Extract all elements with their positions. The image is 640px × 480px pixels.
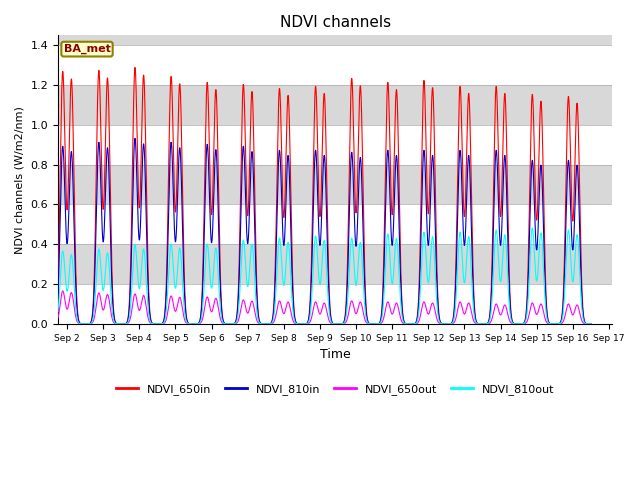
X-axis label: Time: Time	[320, 348, 351, 361]
Y-axis label: NDVI channels (W/m2/nm): NDVI channels (W/m2/nm)	[15, 106, 25, 253]
Bar	[58, 125, 612, 165]
Bar	[58, 204, 612, 244]
Title: NDVI channels: NDVI channels	[280, 15, 391, 30]
Bar	[58, 284, 612, 324]
Text: BA_met: BA_met	[63, 44, 111, 54]
Legend: NDVI_650in, NDVI_810in, NDVI_650out, NDVI_810out: NDVI_650in, NDVI_810in, NDVI_650out, NDV…	[112, 379, 559, 399]
Bar	[58, 45, 612, 85]
